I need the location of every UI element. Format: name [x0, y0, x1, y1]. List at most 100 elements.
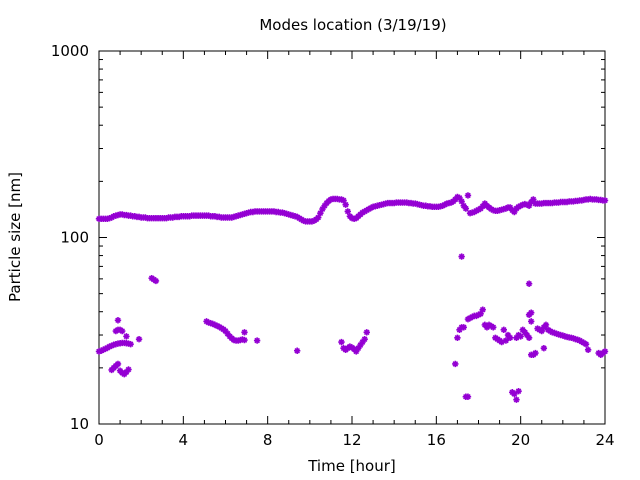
data-point — [452, 196, 459, 203]
data-point — [582, 340, 590, 348]
x-tick-label: 8 — [263, 431, 273, 449]
data-point — [511, 390, 518, 398]
data-point — [525, 280, 533, 287]
data-point — [483, 324, 491, 331]
x-tick-label: 24 — [595, 431, 614, 449]
data-point — [519, 326, 526, 333]
data-point — [319, 205, 326, 213]
data-point — [127, 340, 134, 348]
data-point — [135, 335, 143, 343]
data-point — [353, 348, 360, 355]
data-point — [553, 330, 560, 337]
data-point — [601, 197, 609, 204]
data-point — [506, 204, 514, 211]
data-point — [357, 341, 364, 349]
x-axis-label: Time [hour] — [307, 457, 396, 475]
plot-frame — [98, 50, 606, 425]
data-point — [222, 327, 229, 335]
data-point — [338, 338, 345, 346]
data-point — [452, 360, 459, 368]
data-point — [209, 320, 217, 328]
data-points — [95, 192, 609, 403]
data-point — [363, 329, 370, 336]
data-point — [344, 208, 351, 215]
y-tick-label: 1000 — [51, 42, 89, 60]
data-point — [477, 310, 484, 317]
data-point — [241, 329, 248, 336]
y-tick-label: 100 — [60, 229, 89, 247]
data-point — [293, 347, 301, 354]
data-point — [504, 331, 512, 339]
data-point — [224, 330, 231, 337]
data-point — [532, 349, 539, 357]
x-tick-label: 4 — [179, 431, 189, 449]
data-point — [211, 321, 219, 329]
data-point — [464, 393, 472, 400]
data-point — [574, 336, 581, 343]
data-point — [346, 343, 354, 350]
data-point — [458, 253, 465, 260]
data-point — [355, 344, 362, 352]
data-point — [241, 336, 248, 344]
data-point — [502, 337, 510, 344]
data-point — [521, 329, 529, 336]
data-point — [528, 309, 535, 316]
chart-title: Modes location (3/19/19) — [259, 16, 446, 34]
data-point — [517, 333, 524, 340]
data-point — [525, 334, 533, 341]
data-point — [317, 209, 324, 217]
data-point — [601, 348, 609, 355]
data-point — [559, 332, 567, 339]
data-point — [458, 198, 465, 205]
data-point — [118, 327, 126, 335]
data-point — [102, 345, 109, 353]
data-point — [108, 342, 115, 349]
data-point — [100, 346, 107, 353]
data-point — [540, 344, 548, 352]
data-point — [523, 331, 531, 339]
data-point — [525, 202, 533, 209]
data-point — [528, 198, 535, 206]
data-point — [454, 334, 461, 341]
data-point — [361, 335, 368, 343]
data-point — [479, 203, 486, 210]
data-point — [481, 321, 489, 329]
data-point — [460, 324, 467, 331]
x-tick-label: 12 — [342, 431, 361, 449]
data-point — [342, 201, 349, 208]
data-point — [511, 208, 518, 216]
data-point — [515, 387, 522, 395]
data-point — [315, 214, 322, 221]
data-point — [359, 338, 366, 346]
data-point — [456, 194, 463, 202]
data-point — [253, 337, 261, 344]
data-point — [584, 346, 592, 353]
data-point — [513, 396, 520, 403]
data-point — [340, 197, 347, 204]
data-point — [498, 338, 505, 346]
data-point — [114, 317, 122, 324]
data-point — [542, 321, 550, 329]
x-tick-label: 20 — [511, 431, 530, 449]
x-tick-label: 16 — [427, 431, 446, 449]
data-point — [528, 318, 535, 325]
data-point — [462, 205, 470, 212]
data-point — [479, 306, 486, 313]
y-tick-label: 10 — [70, 415, 89, 433]
data-point — [213, 322, 221, 330]
x-tick-label: 0 — [94, 431, 104, 449]
data-point — [538, 327, 545, 335]
data-point — [456, 326, 463, 333]
data-point — [321, 202, 328, 209]
data-point — [123, 368, 130, 376]
data-point — [540, 324, 548, 331]
data-point — [125, 366, 132, 373]
data-point — [513, 334, 520, 341]
data-point — [570, 335, 577, 342]
data-point — [114, 360, 122, 368]
data-point — [490, 324, 497, 331]
y-axis-label: Particle size [nm] — [6, 172, 24, 302]
data-point — [106, 343, 113, 350]
data-point — [123, 333, 130, 340]
